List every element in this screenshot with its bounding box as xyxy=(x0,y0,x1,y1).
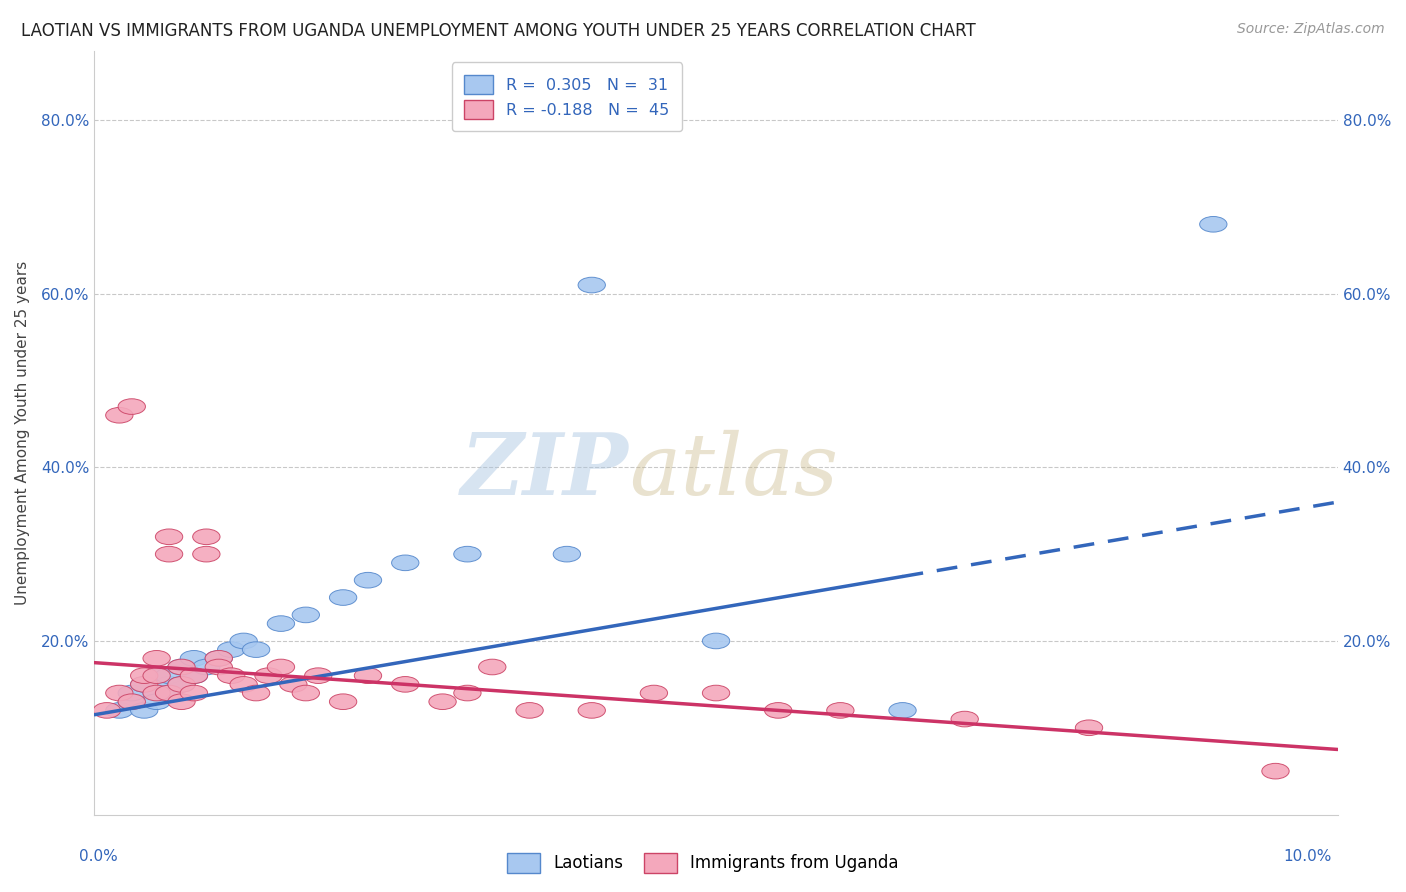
Ellipse shape xyxy=(329,694,357,709)
Legend: Laotians, Immigrants from Uganda: Laotians, Immigrants from Uganda xyxy=(501,847,905,880)
Ellipse shape xyxy=(218,668,245,683)
Ellipse shape xyxy=(167,659,195,675)
Ellipse shape xyxy=(131,703,157,718)
Ellipse shape xyxy=(231,633,257,648)
Ellipse shape xyxy=(156,685,183,701)
Ellipse shape xyxy=(765,703,792,718)
Ellipse shape xyxy=(143,685,170,701)
Ellipse shape xyxy=(156,529,183,545)
Ellipse shape xyxy=(156,676,183,692)
Ellipse shape xyxy=(1076,720,1102,736)
Ellipse shape xyxy=(640,685,668,701)
Ellipse shape xyxy=(392,555,419,571)
Ellipse shape xyxy=(703,685,730,701)
Ellipse shape xyxy=(193,529,219,545)
Ellipse shape xyxy=(105,408,134,423)
Ellipse shape xyxy=(267,659,295,675)
Ellipse shape xyxy=(180,685,208,701)
Ellipse shape xyxy=(242,685,270,701)
Ellipse shape xyxy=(93,703,121,718)
Ellipse shape xyxy=(392,676,419,692)
Text: Source: ZipAtlas.com: Source: ZipAtlas.com xyxy=(1237,22,1385,37)
Ellipse shape xyxy=(329,590,357,606)
Y-axis label: Unemployment Among Youth under 25 years: Unemployment Among Youth under 25 years xyxy=(15,260,30,605)
Ellipse shape xyxy=(205,659,232,675)
Ellipse shape xyxy=(167,676,195,692)
Ellipse shape xyxy=(180,668,208,683)
Ellipse shape xyxy=(167,694,195,709)
Ellipse shape xyxy=(156,546,183,562)
Ellipse shape xyxy=(889,703,917,718)
Text: 10.0%: 10.0% xyxy=(1284,849,1331,863)
Ellipse shape xyxy=(578,277,606,293)
Ellipse shape xyxy=(267,615,295,632)
Ellipse shape xyxy=(131,676,157,692)
Text: 0.0%: 0.0% xyxy=(79,849,118,863)
Ellipse shape xyxy=(205,650,232,666)
Ellipse shape xyxy=(118,694,145,709)
Ellipse shape xyxy=(167,659,195,675)
Ellipse shape xyxy=(118,694,145,709)
Ellipse shape xyxy=(193,659,219,675)
Ellipse shape xyxy=(205,650,232,666)
Ellipse shape xyxy=(292,607,319,623)
Ellipse shape xyxy=(254,668,283,683)
Ellipse shape xyxy=(454,546,481,562)
Ellipse shape xyxy=(1261,764,1289,779)
Ellipse shape xyxy=(354,573,381,588)
Ellipse shape xyxy=(143,650,170,666)
Ellipse shape xyxy=(118,399,145,415)
Ellipse shape xyxy=(118,685,145,701)
Ellipse shape xyxy=(703,633,730,648)
Text: LAOTIAN VS IMMIGRANTS FROM UGANDA UNEMPLOYMENT AMONG YOUTH UNDER 25 YEARS CORREL: LAOTIAN VS IMMIGRANTS FROM UGANDA UNEMPL… xyxy=(21,22,976,40)
Ellipse shape xyxy=(105,685,134,701)
Ellipse shape xyxy=(305,668,332,683)
Ellipse shape xyxy=(231,676,257,692)
Ellipse shape xyxy=(950,711,979,727)
Ellipse shape xyxy=(242,642,270,657)
Text: ZIP: ZIP xyxy=(461,429,628,513)
Ellipse shape xyxy=(156,685,183,701)
Ellipse shape xyxy=(193,546,219,562)
Ellipse shape xyxy=(105,703,134,718)
Ellipse shape xyxy=(292,685,319,701)
Ellipse shape xyxy=(180,668,208,683)
Ellipse shape xyxy=(553,546,581,562)
Ellipse shape xyxy=(454,685,481,701)
Ellipse shape xyxy=(1199,217,1227,232)
Text: atlas: atlas xyxy=(628,429,838,512)
Ellipse shape xyxy=(143,668,170,683)
Ellipse shape xyxy=(143,685,170,701)
Ellipse shape xyxy=(280,676,307,692)
Ellipse shape xyxy=(478,659,506,675)
Ellipse shape xyxy=(143,694,170,709)
Ellipse shape xyxy=(218,642,245,657)
Ellipse shape xyxy=(167,676,195,692)
Ellipse shape xyxy=(354,668,381,683)
Ellipse shape xyxy=(827,703,853,718)
Legend: R =  0.305   N =  31, R = -0.188   N =  45: R = 0.305 N = 31, R = -0.188 N = 45 xyxy=(451,62,682,131)
Ellipse shape xyxy=(156,668,183,683)
Ellipse shape xyxy=(131,676,157,692)
Ellipse shape xyxy=(516,703,543,718)
Ellipse shape xyxy=(180,650,208,666)
Ellipse shape xyxy=(578,703,606,718)
Ellipse shape xyxy=(131,668,157,683)
Ellipse shape xyxy=(429,694,456,709)
Ellipse shape xyxy=(143,668,170,683)
